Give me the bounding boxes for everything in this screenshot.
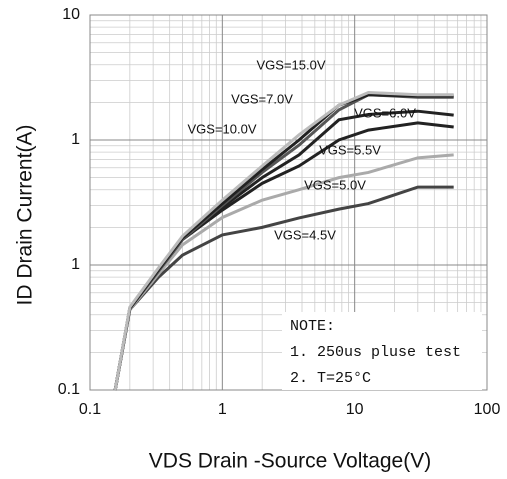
- series-label: VGS=5.5V: [319, 142, 381, 157]
- series-label: VGS=15.0V: [256, 57, 325, 72]
- x-tick-label: 1: [218, 401, 227, 418]
- note-box: [282, 312, 482, 390]
- series-label: VGS=5.0V: [304, 177, 366, 192]
- x-tick-label: 10: [346, 401, 364, 418]
- series-label: VGS=4.5V: [274, 227, 336, 242]
- series-label: VGS=10.0V: [187, 121, 256, 136]
- x-tick-label: 100: [474, 401, 501, 418]
- y-tick-label: 0.1: [58, 381, 80, 398]
- series-label: VGS=6.0V: [354, 105, 416, 120]
- y-tick-label: 1: [71, 131, 80, 148]
- note-text: 1. 250us pluse test: [290, 344, 461, 361]
- note-text: 2. T=25°C: [290, 370, 371, 387]
- series-line: [113, 90, 454, 391]
- y-tick-label: 10: [62, 6, 80, 23]
- series-line: [113, 153, 454, 391]
- x-tick-label: 0.1: [79, 401, 101, 418]
- note-text: NOTE:: [290, 318, 335, 335]
- y-axis-label: ID Drain Current(A): [14, 125, 37, 306]
- x-axis-label: VDS Drain -Source Voltage(V): [149, 450, 431, 473]
- y-tick-label: 1: [71, 256, 80, 273]
- series-label: VGS=7.0V: [231, 91, 293, 106]
